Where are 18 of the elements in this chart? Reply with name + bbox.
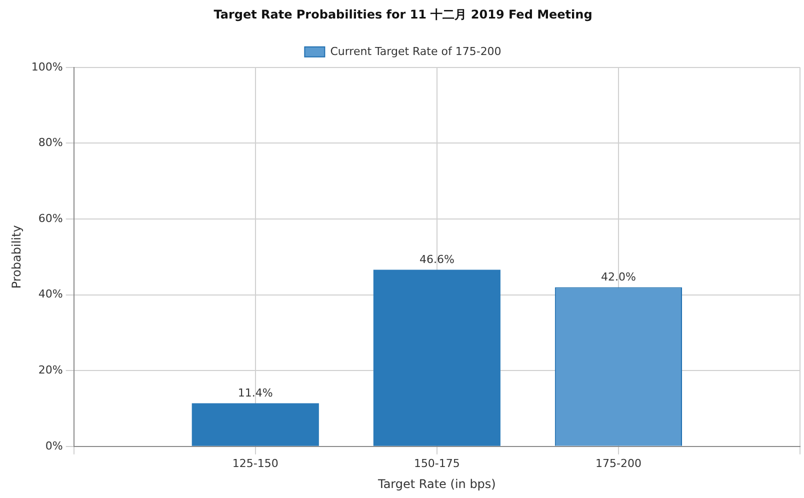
y-tick-label: 20% [38, 363, 63, 376]
data-label: 42.0% [600, 270, 636, 284]
data-label: 46.6% [419, 253, 454, 266]
legend-label: Current Target Rate of 175-200 [330, 44, 502, 58]
bar [373, 270, 500, 446]
y-axis-title: Probability [9, 225, 24, 289]
y-tick-label: 40% [38, 288, 63, 301]
x-axis-title: Target Rate (in bps) [376, 476, 496, 491]
x-tick-label: 125-150 [232, 456, 278, 470]
x-tick-label: 150-175 [414, 456, 460, 470]
y-tick-label: 0% [45, 439, 63, 452]
data-label: 11.4% [238, 386, 273, 400]
x-tick-label: 175-200 [595, 456, 642, 470]
chart-title: Target Rate Probabilities for 11 十二月 2019 Fed Meeting [214, 7, 592, 22]
y-tick-label: 60% [38, 212, 63, 225]
bar [192, 403, 319, 446]
y-tick-label: 80% [38, 136, 63, 150]
y-tick-label: 100% [31, 60, 63, 74]
